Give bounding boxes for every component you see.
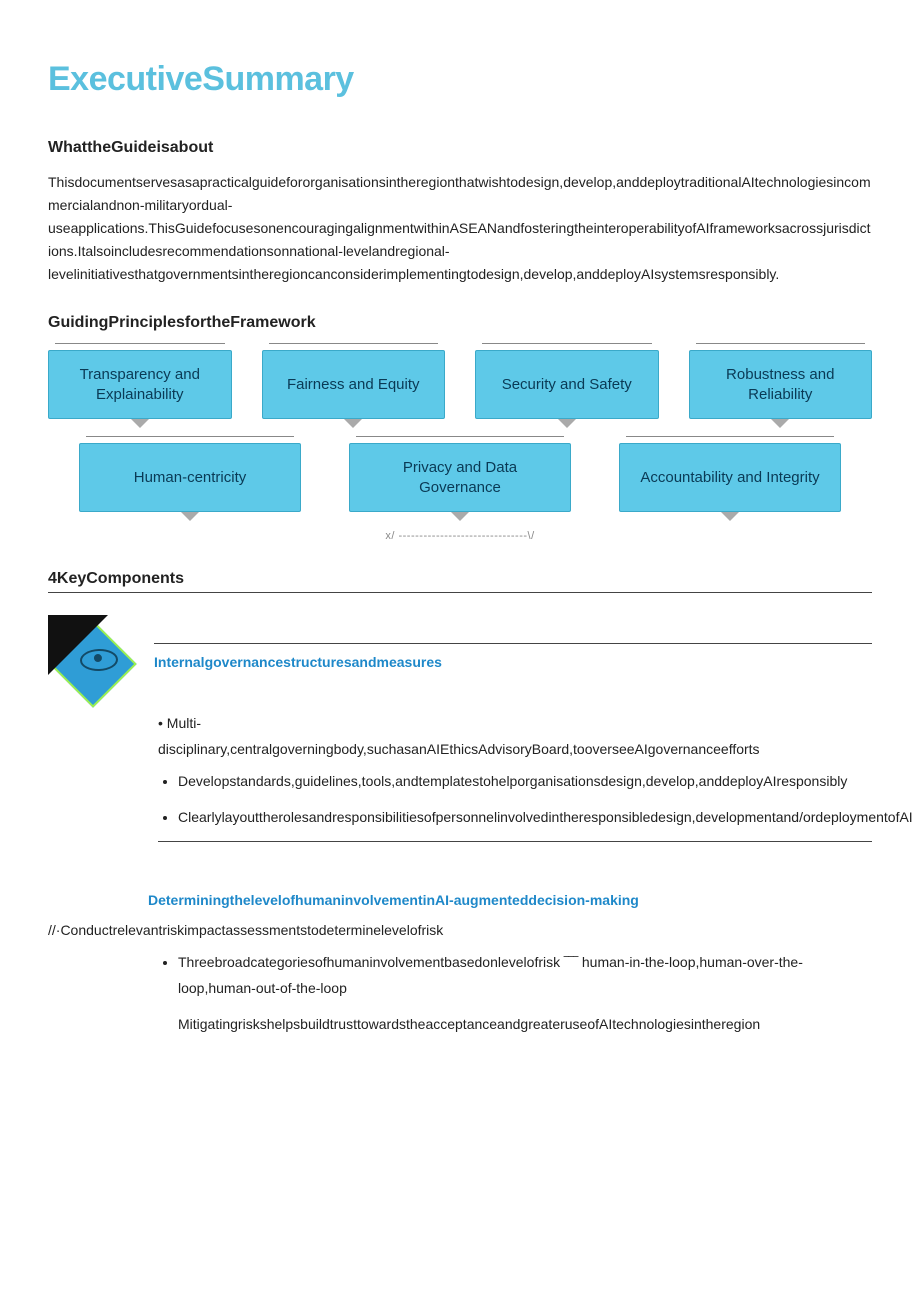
section-about-heading: WhattheGuideisabout <box>48 139 872 157</box>
list-item: Developstandards,guidelines,tools,andtem… <box>178 769 872 795</box>
component-1-title: Internalgovernancestructuresandmeasures <box>154 654 872 670</box>
component-2-preline: //·Conductrelevantriskimpactassessmentst… <box>48 918 872 944</box>
principle-robustness: Robustness and Reliability <box>689 350 873 419</box>
principle-accountability: Accountability and Integrity <box>619 443 841 512</box>
component-2-title: DeterminingthelevelofhumaninvolvementinA… <box>148 892 872 908</box>
page-title: ExecutiveSummary <box>48 60 872 99</box>
section-components-heading: 4KeyComponents <box>48 570 872 593</box>
component-2: DeterminingthelevelofhumaninvolvementinA… <box>48 892 872 1038</box>
principles-diagram: Transparency and Explainability Fairness… <box>48 350 872 542</box>
principles-row-2: Human-centricity Privacy and Data Govern… <box>48 443 872 512</box>
section-about-body: Thisdocumentservesasapracticalguideforor… <box>48 171 872 286</box>
component-2-bullets: Threebroadcategoriesofhumaninvolvementba… <box>48 950 872 1038</box>
component-1-first-bullet: • Multi- disciplinary,centralgoverningbo… <box>158 711 872 763</box>
list-item: Clearlylayouttherolesandresponsibilities… <box>178 805 872 831</box>
component-1: Internalgovernancestructuresandmeasures … <box>48 615 872 842</box>
principle-transparency: Transparency and Explainability <box>48 350 232 419</box>
list-item: Mitigatingriskshelpsbuildtrusttowardsthe… <box>178 1012 872 1038</box>
eye-diamond-icon <box>48 615 144 711</box>
principle-privacy: Privacy and Data Governance <box>349 443 571 512</box>
decor-line: x/ -------------------------------\/ <box>48 530 872 542</box>
principle-security: Security and Safety <box>475 350 659 419</box>
list-item: Threebroadcategoriesofhumaninvolvementba… <box>178 950 872 1002</box>
principle-fairness: Fairness and Equity <box>262 350 446 419</box>
component-1-bullets: Developstandards,guidelines,tools,andtem… <box>48 769 872 831</box>
section-principles-heading: GuidingPrinciplesfortheFramework <box>48 314 872 332</box>
principle-human-centricity: Human-centricity <box>79 443 301 512</box>
principles-row-1: Transparency and Explainability Fairness… <box>48 350 872 419</box>
